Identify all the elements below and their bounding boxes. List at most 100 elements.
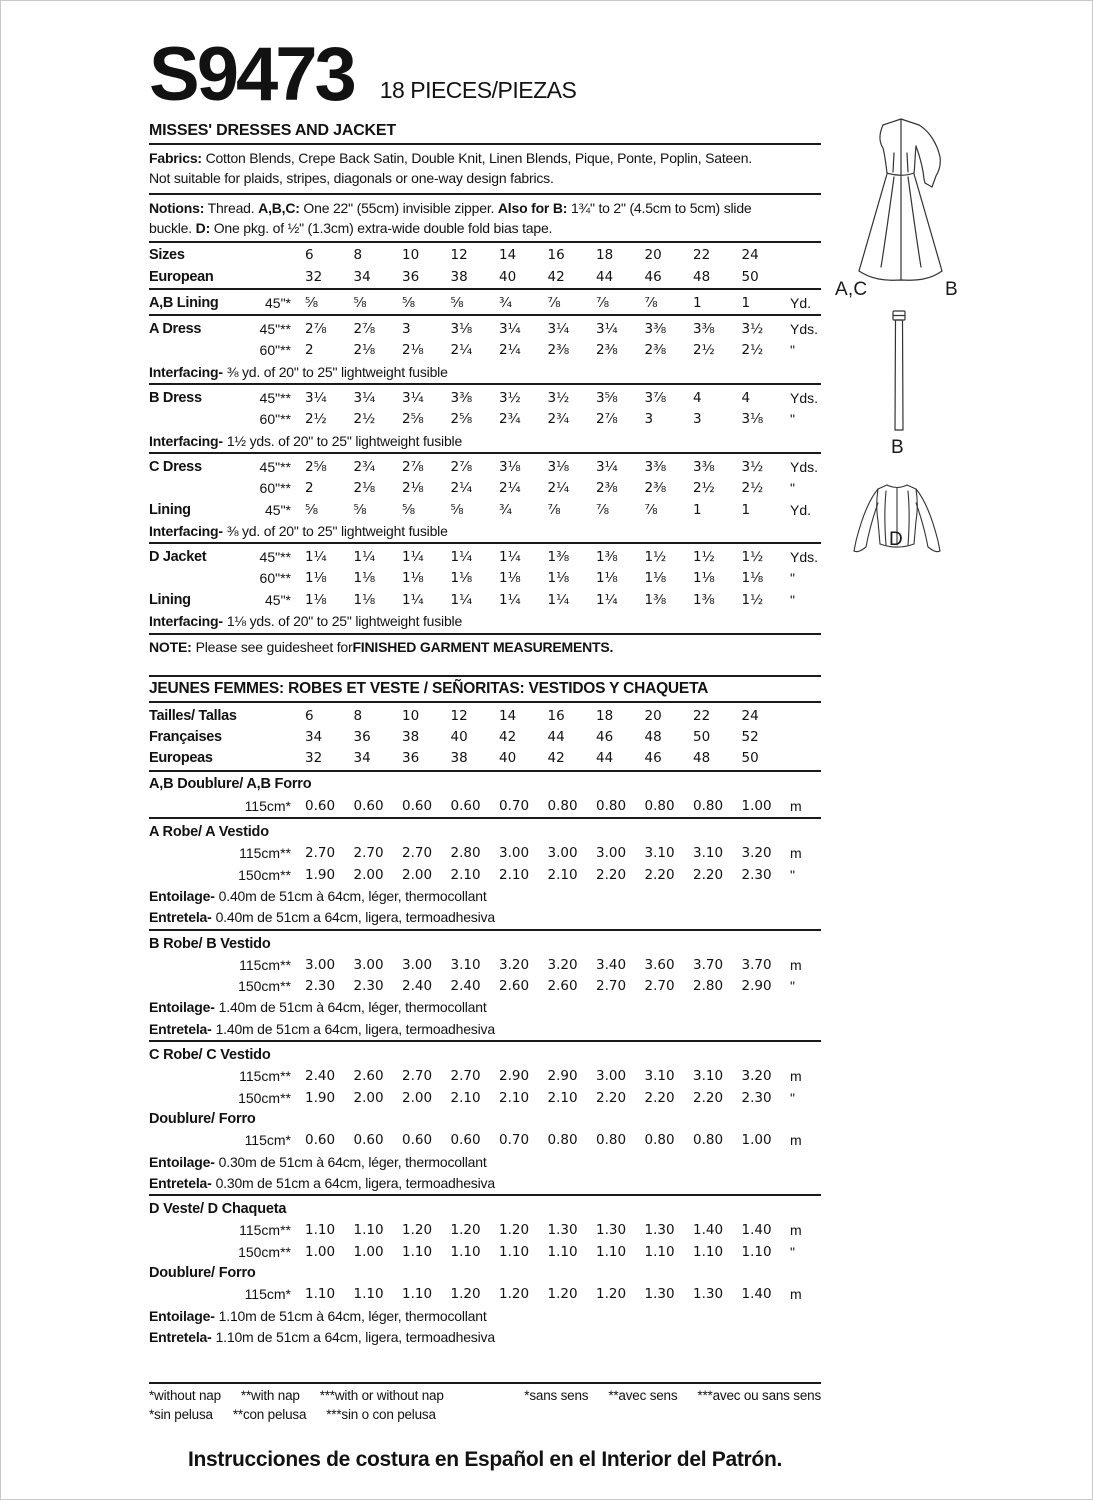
garment-illustrations: A,C B B D: [829, 113, 1085, 583]
yardage-cell: 3⅜: [693, 458, 715, 475]
table-rule: [149, 383, 821, 386]
yardage-cell: 2½: [693, 342, 715, 359]
table-rule: [149, 769, 821, 772]
yardage-cell: 1.90: [305, 866, 336, 883]
table-rule: [149, 542, 821, 545]
yardage-cell: 2.70: [450, 1068, 481, 1085]
yardage-cell: 44: [596, 750, 614, 767]
yardage-cell: 0.60: [450, 1132, 481, 1149]
yardage-cell: 0.80: [547, 1132, 578, 1149]
table-row: 60"** 1⅛ 1⅛ 1⅛ 1⅛ 1⅛ 1⅛ 1⅛ 1⅛ 1⅛ 1⅛ ": [149, 568, 821, 589]
yardage-cell: 3.00: [402, 956, 433, 973]
footnote-item: **avec sens: [608, 1387, 678, 1403]
yardage-cell: 2⅛: [353, 342, 376, 359]
table-section-header: JEUNES FEMMES: ROBES ET VESTE / SEÑORITA…: [149, 680, 709, 698]
yardage-cell: 0.60: [353, 797, 384, 814]
row-width-spec: 115cm**: [239, 956, 291, 973]
yardage-cell: 22: [693, 707, 711, 724]
yardage-cell: 3.00: [547, 845, 578, 862]
fabrics-paragraph: Fabrics: Cotton Blends, Crepe Back Satin…: [149, 145, 821, 190]
yardage-cell: 0.80: [596, 1132, 627, 1149]
unit-cell: m: [790, 1286, 802, 1303]
table-rule: [149, 1040, 821, 1043]
table-row: 150cm** 1.90 2.00 2.00 2.10 2.10 2.10 2.20 2.20 2…: [149, 1087, 821, 1108]
yardage-cell: ⅞: [644, 501, 658, 518]
yardage-cell: 3: [402, 321, 411, 338]
yardage-cell: 42: [547, 750, 565, 767]
yardage-cell: 2.70: [402, 1068, 433, 1085]
yardage-cell: 1.00: [741, 797, 772, 814]
yardage-cell: 1⅛: [693, 570, 715, 587]
row-width-spec: 45"**: [259, 321, 291, 338]
yardage-cell: 1½: [644, 549, 667, 566]
yardage-cell: 2.20: [596, 1089, 627, 1106]
yardage-cell: 1.20: [596, 1286, 627, 1303]
row-width-spec: 45"*: [265, 591, 291, 608]
yardage-cell: 2⅛: [353, 480, 376, 497]
row-label: Sizes: [149, 247, 185, 264]
yardage-cell: 36: [402, 750, 420, 767]
divider: [149, 142, 821, 145]
garment-section-label: A Robe/ A Vestido: [149, 824, 269, 841]
table-row: 60"** 2 2⅛ 2⅛ 2¼ 2¼ 2⅜ 2⅜ 2⅜ 2½ 2½ ": [149, 340, 821, 361]
yardage-cell: 0.60: [305, 1132, 336, 1149]
yardage-cell: 3¼: [402, 390, 424, 407]
row-width-spec: 115cm*: [244, 1132, 291, 1149]
table-rule: [149, 632, 821, 635]
row-label: Françaises: [149, 728, 222, 745]
yardage-cell: 2.80: [450, 845, 481, 862]
row-width-spec: 115cm**: [239, 1222, 291, 1239]
jacket-back-view-illustration: [853, 484, 941, 553]
row-width-spec: 60"**: [259, 570, 291, 587]
yardage-cell: 3.20: [547, 956, 578, 973]
yardage-cell: 2.90: [741, 978, 772, 995]
yardage-cell: 1½: [741, 549, 764, 566]
table-row: 150cm** 2.30 2.30 2.40 2.40 2.60 2.60 2.70 2.70 2…: [149, 976, 821, 997]
yardage-cell: 1.30: [547, 1222, 578, 1239]
table-row: Europeas 32 34 36 38 40 42 44 46 48 50: [149, 748, 821, 769]
yardage-cell: 1¼: [499, 591, 521, 608]
yardage-cell: 3.70: [693, 956, 724, 973]
yardage-cell: 40: [499, 268, 517, 285]
yardage-cell: 22: [693, 247, 711, 264]
yardage-cell: 48: [644, 728, 662, 745]
yardage-cell: 0.70: [499, 1132, 530, 1149]
yardage-cell: 2.00: [402, 1089, 433, 1106]
table-row: 115cm* 0.60 0.60 0.60 0.60 0.70 0.80 0.80 0.80 0.…: [149, 1130, 821, 1151]
table-row: 115cm** 3.00 3.00 3.00 3.10 3.20 3.20 3.40 3.60 3…: [149, 954, 821, 975]
yardage-cell: 3⅝: [596, 390, 618, 407]
yardage-cell: 2.90: [499, 1068, 530, 1085]
yardage-cell: 18: [596, 247, 614, 264]
yardage-cell: 3½: [741, 458, 764, 475]
yardage-cell: 2.20: [596, 866, 627, 883]
yardage-cell: ⅝: [353, 294, 367, 311]
footnote-item: ***sin o con pelusa: [326, 1406, 436, 1422]
row-width-spec: 60"**: [259, 342, 291, 359]
yardage-cell: 1.20: [450, 1286, 481, 1303]
yardage-cell: 40: [450, 728, 468, 745]
yardage-cell: 1.20: [499, 1286, 530, 1303]
yardage-cell: 16: [547, 707, 565, 724]
footnote-item: ***with or without nap: [319, 1387, 444, 1403]
yardage-cell: 42: [547, 268, 565, 285]
yardage-cell: 1.10: [741, 1243, 772, 1260]
table-row: Sizes 6 8 10 12 14 16 18 20 22 24: [149, 245, 821, 266]
yardage-cell: 2⅜: [596, 342, 618, 359]
yardage-cell: 3⅛: [499, 458, 521, 475]
yardage-cell: 8: [353, 707, 363, 724]
table-row: B Dress 45"** 3¼ 3¼ 3¼ 3⅜ 3½ 3½ 3⅝ 3⅞ 4 4 Yds.: [149, 387, 821, 408]
table-rule: [149, 928, 821, 931]
yardage-cell: 1.10: [450, 1243, 481, 1260]
yardage-cell: 2.20: [693, 1089, 724, 1106]
garment-section-label: C Robe/ C Vestido: [149, 1047, 271, 1064]
row-width-spec: 45"**: [259, 390, 291, 407]
yardage-cell: 34: [305, 728, 323, 745]
yardage-cell: 2⅜: [644, 342, 667, 359]
unit-cell: Yds.: [790, 458, 819, 475]
yardage-cell: 1⅛: [547, 570, 570, 587]
table-row: Lining 45"* 1⅛ 1⅛ 1¼ 1¼ 1¼ 1¼ 1¼ 1⅜ 1⅜ 1½ ": [149, 589, 821, 610]
yardage-cell: 2.30: [741, 1089, 772, 1106]
fabrics-line: Fabrics: Cotton Blends, Crepe Back Satin…: [149, 149, 753, 166]
yardage-cell: 1.10: [305, 1222, 336, 1239]
table-row: Tailles/ Tallas 6 8 10 12 14 16 18 20 22 24: [149, 705, 821, 726]
